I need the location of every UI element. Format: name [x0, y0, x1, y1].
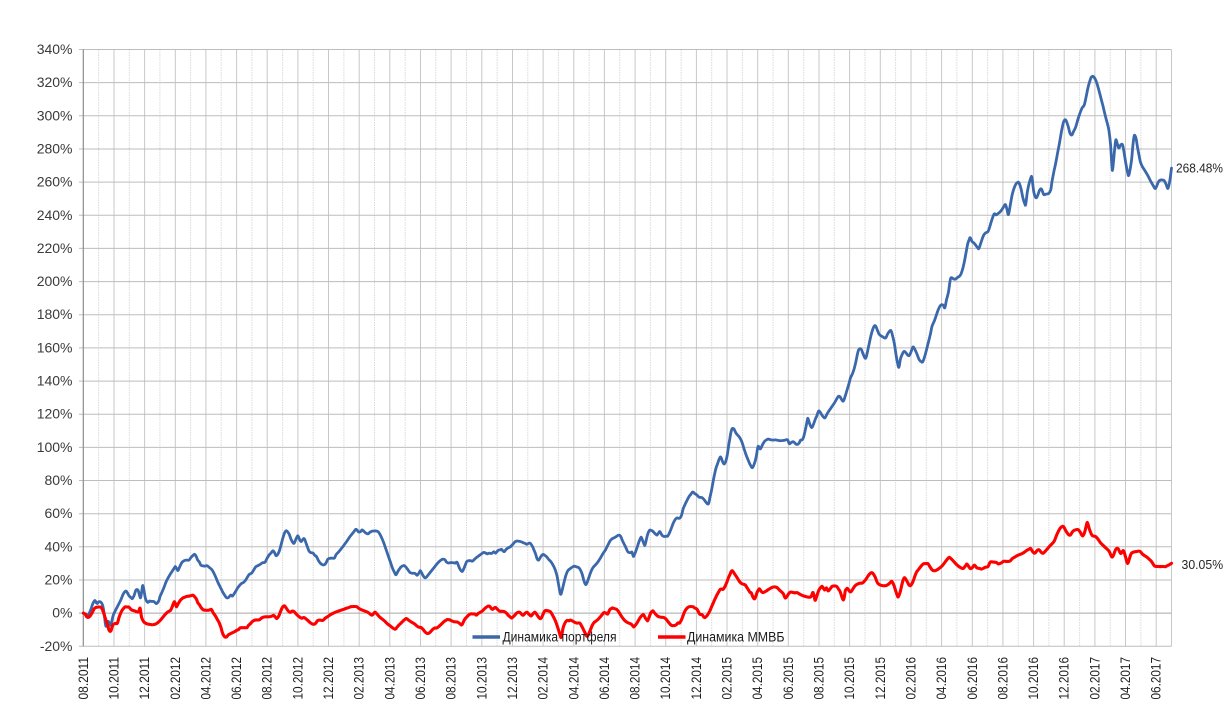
svg-text:260%: 260%	[37, 174, 73, 190]
svg-text:120%: 120%	[37, 406, 73, 422]
svg-text:240%: 240%	[37, 207, 73, 223]
svg-text:12.2016: 12.2016	[1057, 657, 1072, 700]
svg-text:02.2014: 02.2014	[536, 657, 551, 700]
svg-text:02.2015: 02.2015	[720, 657, 735, 700]
svg-text:06.2012: 06.2012	[229, 657, 244, 700]
svg-text:08.2014: 08.2014	[628, 657, 643, 700]
svg-text:160%: 160%	[37, 339, 73, 355]
svg-text:02.2012: 02.2012	[168, 657, 183, 700]
svg-text:300%: 300%	[37, 107, 73, 123]
svg-text:100%: 100%	[37, 439, 73, 455]
svg-text:12.2012: 12.2012	[321, 657, 336, 700]
svg-text:200%: 200%	[37, 273, 73, 289]
svg-text:280%: 280%	[37, 141, 73, 157]
svg-text:10.2011: 10.2011	[107, 657, 122, 700]
svg-text:320%: 320%	[37, 74, 73, 90]
svg-text:04.2016: 04.2016	[934, 657, 949, 700]
svg-text:08.2015: 08.2015	[812, 657, 827, 700]
svg-text:0%: 0%	[52, 605, 72, 621]
svg-text:10.2014: 10.2014	[658, 657, 673, 700]
svg-text:06.2016: 06.2016	[965, 657, 980, 700]
svg-text:Динамика ММВБ: Динамика ММВБ	[687, 630, 785, 645]
svg-text:40%: 40%	[44, 538, 72, 554]
svg-text:268.48%: 268.48%	[1176, 161, 1223, 176]
svg-text:20%: 20%	[44, 572, 72, 588]
svg-text:02.2017: 02.2017	[1087, 657, 1102, 700]
svg-text:12.2015: 12.2015	[873, 657, 888, 700]
svg-text:02.2013: 02.2013	[352, 657, 367, 700]
svg-text:06.2017: 06.2017	[1149, 657, 1164, 700]
svg-text:08.2012: 08.2012	[260, 657, 275, 700]
svg-text:12.2014: 12.2014	[689, 657, 704, 700]
svg-text:10.2012: 10.2012	[290, 657, 305, 700]
svg-text:04.2012: 04.2012	[198, 657, 213, 700]
svg-text:60%: 60%	[44, 505, 72, 521]
svg-text:08.2013: 08.2013	[444, 657, 459, 700]
svg-text:04.2017: 04.2017	[1118, 657, 1133, 700]
svg-text:140%: 140%	[37, 373, 73, 389]
svg-text:06.2013: 06.2013	[413, 657, 428, 700]
svg-text:02.2016: 02.2016	[904, 657, 919, 700]
svg-text:08.2016: 08.2016	[995, 657, 1010, 700]
svg-text:06.2014: 06.2014	[597, 657, 612, 700]
svg-text:Динамика портфеля: Динамика портфеля	[503, 630, 617, 645]
svg-text:10.2015: 10.2015	[842, 657, 857, 700]
svg-text:10.2013: 10.2013	[474, 657, 489, 700]
svg-text:04.2014: 04.2014	[566, 657, 581, 700]
svg-text:08.2011: 08.2011	[76, 657, 91, 700]
svg-text:80%: 80%	[44, 472, 72, 488]
svg-text:180%: 180%	[37, 306, 73, 322]
svg-text:220%: 220%	[37, 240, 73, 256]
svg-text:12.2011: 12.2011	[137, 657, 152, 700]
svg-text:-20%: -20%	[40, 638, 73, 654]
svg-text:04.2013: 04.2013	[382, 657, 397, 700]
svg-text:04.2015: 04.2015	[750, 657, 765, 700]
svg-text:06.2015: 06.2015	[781, 657, 796, 700]
svg-text:30.05%: 30.05%	[1182, 557, 1224, 572]
svg-text:340%: 340%	[37, 41, 73, 57]
svg-text:12.2013: 12.2013	[505, 657, 520, 700]
svg-text:10.2016: 10.2016	[1026, 657, 1041, 700]
